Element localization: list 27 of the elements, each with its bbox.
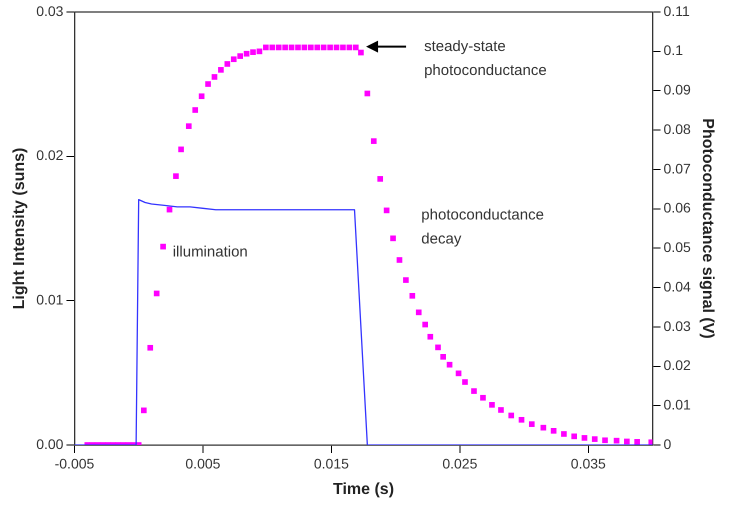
y2-tick-label: 0.03	[664, 318, 692, 334]
y2-tick-label: 0.06	[664, 200, 692, 216]
y-tick-label: 0.03	[36, 2, 64, 19]
y2-tick-label: 0.07	[664, 160, 692, 176]
y-tick-label: 0.01	[36, 292, 64, 308]
y2-tick-label: 0.01	[664, 396, 692, 412]
y2-tick-label: 0.09	[664, 82, 692, 98]
y2-tick-label: 0.1	[664, 42, 684, 58]
annotation: steady-state photoconductance	[424, 38, 547, 79]
x-tick-label: 0.005	[185, 455, 221, 472]
annotation: photoconductance decay	[421, 206, 544, 248]
annotation: illumination	[172, 243, 248, 260]
y-tick-label: 0.02	[36, 147, 64, 164]
x-tick-label: -0.005	[54, 455, 95, 472]
x-axis-title: Time (s)	[332, 480, 394, 498]
y-tick-label: 0.00	[36, 436, 64, 452]
y2-tick-label: 0.04	[664, 278, 692, 294]
y2-tick-label: 0.02	[664, 357, 692, 374]
y2-tick-label: 0	[664, 436, 672, 452]
y2-tick-label: 0.11	[664, 2, 690, 19]
y-axis-title: Light Intensity (suns)	[11, 148, 28, 310]
x-tick-label: 0.035	[570, 455, 606, 472]
x-tick-label: 0.015	[314, 455, 350, 472]
y2-tick-label: 0.05	[664, 239, 692, 256]
y2-tick-label: 0.08	[664, 120, 692, 137]
y2-axis-title: Photoconductance signal (V)	[698, 118, 716, 339]
x-tick-label: 0.025	[442, 455, 478, 472]
